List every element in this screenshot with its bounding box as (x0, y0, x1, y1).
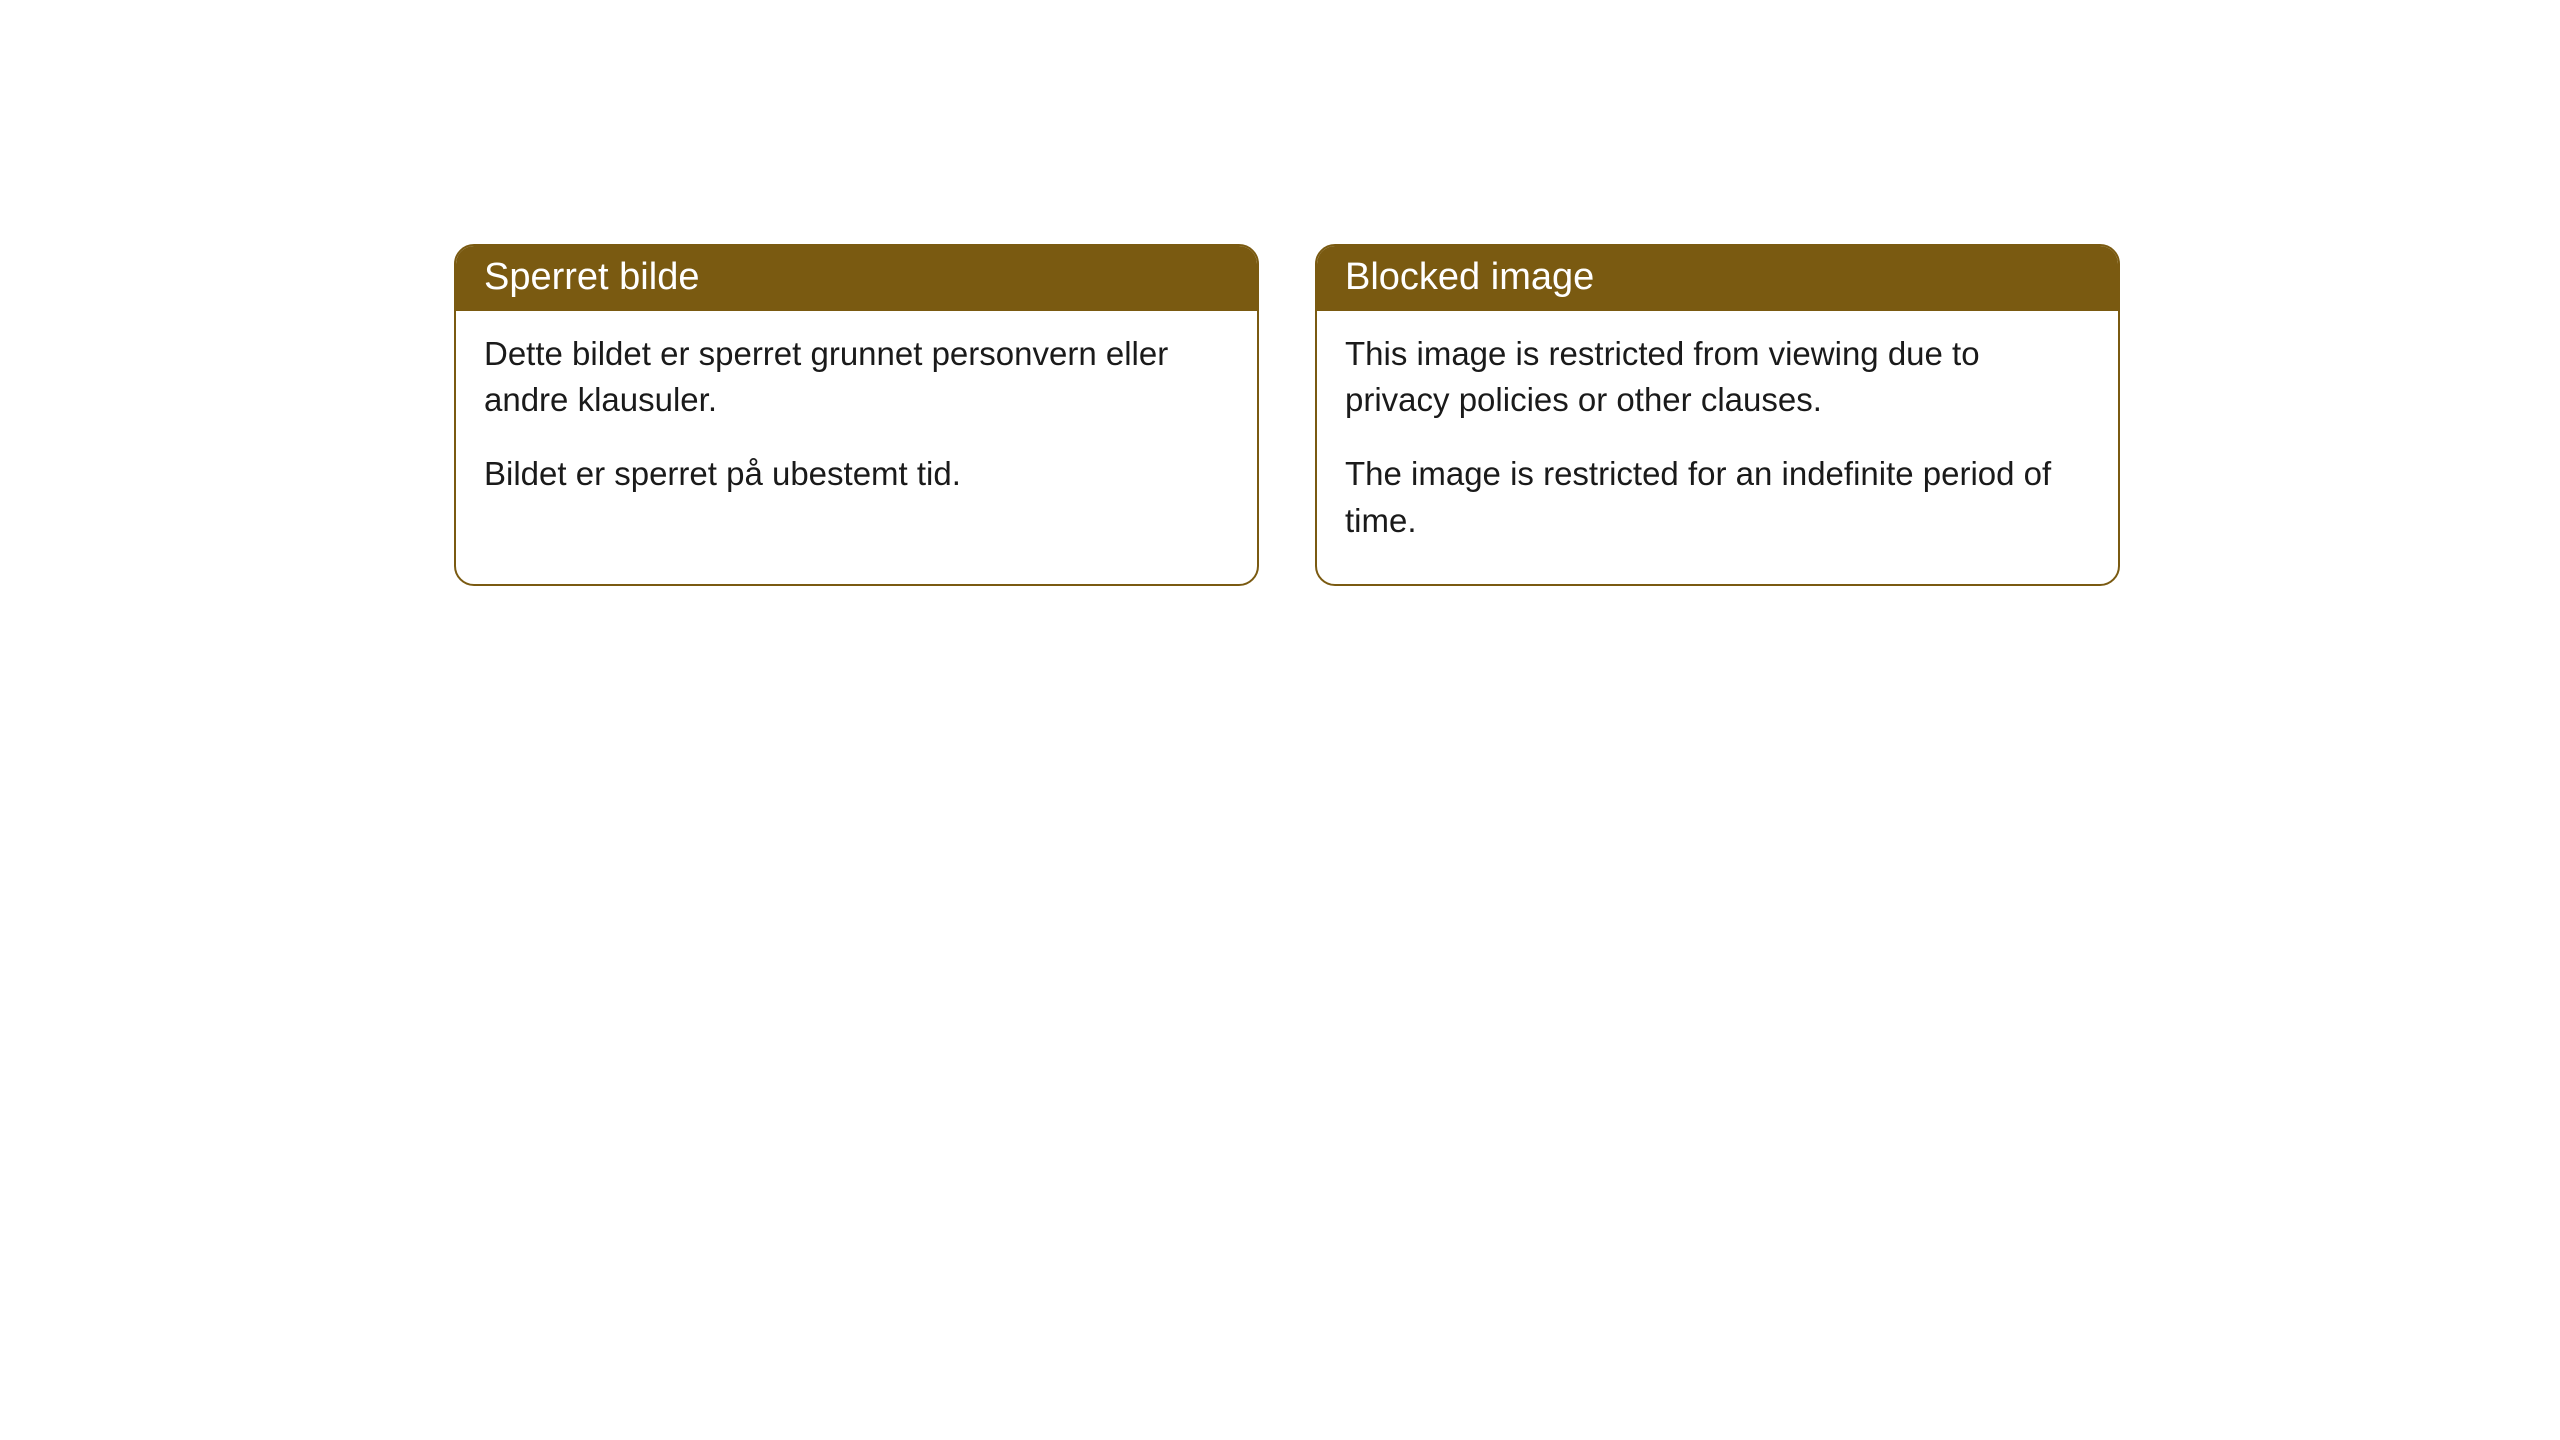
card-norwegian: Sperret bilde Dette bildet er sperret gr… (454, 244, 1259, 586)
cards-container: Sperret bilde Dette bildet er sperret gr… (0, 0, 2560, 586)
card-text-norwegian-1: Dette bildet er sperret grunnet personve… (484, 331, 1229, 423)
card-english: Blocked image This image is restricted f… (1315, 244, 2120, 586)
card-body-norwegian: Dette bildet er sperret grunnet personve… (456, 311, 1257, 538)
card-header-english: Blocked image (1317, 246, 2118, 311)
card-text-norwegian-2: Bildet er sperret på ubestemt tid. (484, 451, 1229, 497)
card-text-english-1: This image is restricted from viewing du… (1345, 331, 2090, 423)
card-header-norwegian: Sperret bilde (456, 246, 1257, 311)
card-body-english: This image is restricted from viewing du… (1317, 311, 2118, 584)
card-text-english-2: The image is restricted for an indefinit… (1345, 451, 2090, 543)
